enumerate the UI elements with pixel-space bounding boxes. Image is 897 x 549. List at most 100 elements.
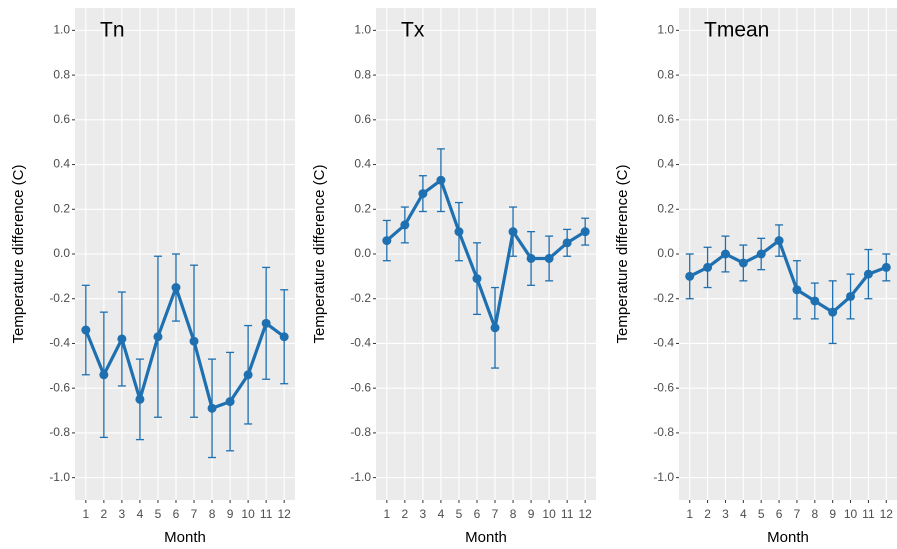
x-tick-label: 10 [241, 507, 255, 521]
y-tick-label: 0.2 [657, 201, 674, 215]
y-tick-label: 0.4 [657, 157, 674, 171]
x-tick-label: 3 [420, 507, 427, 521]
point [171, 283, 181, 293]
x-tick-label: 10 [844, 507, 858, 521]
point [243, 370, 253, 380]
point [508, 227, 518, 237]
y-tick-label: -0.2 [653, 291, 674, 305]
y-tick-label: 0.0 [53, 246, 70, 260]
x-tick-label: 7 [794, 507, 801, 521]
x-tick-label: 5 [758, 507, 765, 521]
y-tick-label: -0.2 [49, 291, 70, 305]
point [863, 269, 873, 279]
x-tick-label: 1 [82, 507, 89, 521]
point [382, 236, 392, 246]
point [685, 271, 695, 281]
point [117, 334, 127, 344]
point [828, 307, 838, 317]
y-tick-label: -1.0 [49, 470, 70, 484]
x-tick-label: 7 [492, 507, 499, 521]
point [562, 238, 572, 248]
y-tick-label: 0.8 [53, 67, 70, 81]
x-tick-label: 9 [829, 507, 836, 521]
y-tick-label: -0.4 [653, 336, 674, 350]
point [472, 274, 482, 284]
x-tick-label: 2 [704, 507, 711, 521]
x-tick-label: 11 [862, 507, 875, 521]
point [207, 403, 217, 413]
y-tick-label: -0.4 [350, 336, 371, 350]
point [135, 394, 145, 404]
point [580, 227, 590, 237]
point [261, 318, 271, 328]
y-tick-label: -0.6 [350, 380, 371, 394]
y-tick-label: -0.4 [49, 336, 70, 350]
panel-title: Tx [401, 19, 425, 42]
x-axis-label: Month [767, 529, 809, 546]
y-tick-label: 0.2 [53, 201, 70, 215]
point [153, 332, 163, 342]
y-tick-label: 0.4 [354, 157, 371, 171]
y-tick-label: -1.0 [653, 470, 674, 484]
y-tick-label: 0.2 [354, 201, 371, 215]
y-tick-label: -0.6 [49, 380, 70, 394]
point [810, 296, 820, 306]
y-tick-label: 0.8 [657, 67, 674, 81]
point [738, 258, 748, 268]
y-tick-label: 0.6 [53, 112, 70, 126]
x-tick-label: 6 [173, 507, 180, 521]
y-tick-label: -0.2 [350, 291, 371, 305]
y-tick-label: -0.8 [653, 425, 674, 439]
point [720, 249, 730, 259]
y-tick-label: 0.0 [354, 246, 371, 260]
x-tick-label: 3 [119, 507, 126, 521]
y-tick-label: 1.0 [53, 23, 70, 37]
y-tick-label: 0.6 [354, 112, 371, 126]
x-tick-label: 9 [528, 507, 535, 521]
point [436, 175, 446, 185]
line [84, 285, 286, 410]
panel-title: Tn [100, 19, 125, 42]
y-tick-label: -0.8 [49, 425, 70, 439]
point [792, 285, 802, 295]
x-tick-label: 8 [811, 507, 818, 521]
x-tick-label: 8 [209, 507, 216, 521]
x-tick-label: 12 [579, 507, 593, 521]
point [400, 220, 410, 230]
y-tick-label: 1.0 [657, 23, 674, 37]
x-tick-label: 6 [776, 507, 783, 521]
y-tick-label: 1.0 [354, 23, 371, 37]
y-tick-label: -0.6 [653, 380, 674, 394]
point [774, 236, 784, 246]
point [454, 227, 464, 237]
x-tick-label: 5 [155, 507, 162, 521]
x-tick-label: 1 [383, 507, 390, 521]
point [881, 262, 891, 272]
y-tick-label: -0.8 [350, 425, 371, 439]
x-tick-label: 4 [137, 507, 144, 521]
panel-title: Tmean [704, 19, 769, 42]
point [418, 189, 428, 199]
x-tick-label: 11 [561, 507, 574, 521]
x-tick-label: 2 [101, 507, 108, 521]
y-tick-label: -1.0 [350, 470, 371, 484]
x-tick-label: 1 [686, 507, 693, 521]
point [526, 253, 536, 263]
x-tick-label: 6 [474, 507, 481, 521]
point [490, 323, 500, 333]
point [703, 262, 713, 272]
x-axis-label: Month [465, 529, 507, 546]
point [99, 370, 109, 380]
y-tick-label: 0.4 [53, 157, 70, 171]
x-tick-label: 5 [456, 507, 463, 521]
point [756, 249, 766, 259]
point [189, 336, 199, 346]
point [846, 291, 856, 301]
point [81, 325, 91, 335]
y-axis-label: Temperature difference (C) [311, 165, 328, 344]
x-tick-label: 10 [542, 507, 556, 521]
x-tick-label: 7 [191, 507, 198, 521]
x-tick-label: 12 [880, 507, 894, 521]
x-tick-label: 2 [402, 507, 409, 521]
